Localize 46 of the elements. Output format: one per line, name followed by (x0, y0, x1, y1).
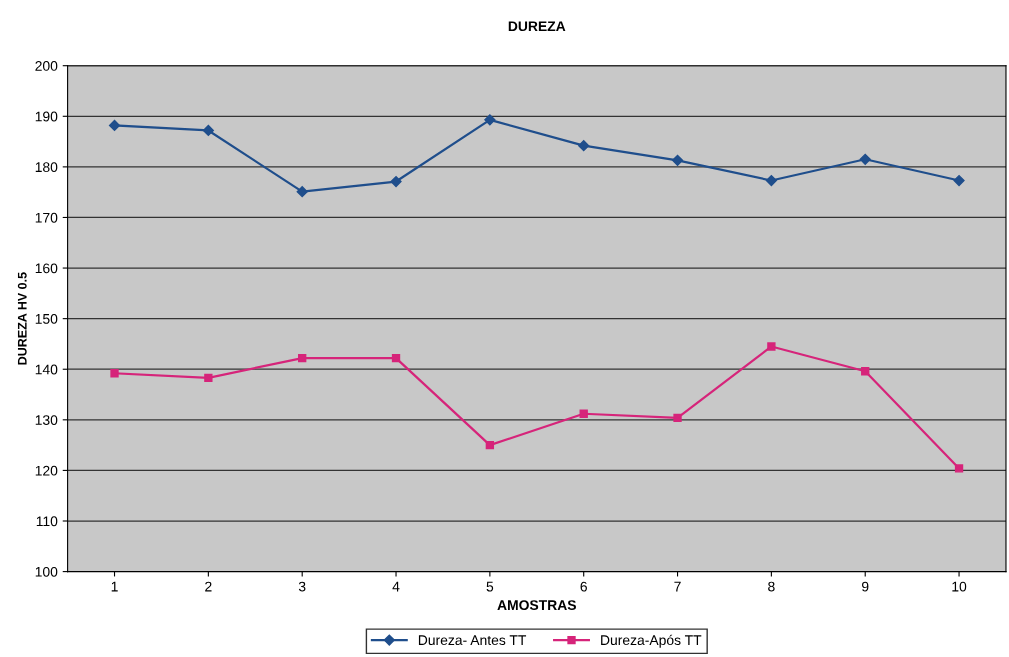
x-tick-label: 6 (580, 581, 587, 592)
x-tick-label: 3 (298, 581, 306, 592)
point (579, 409, 588, 418)
y-tick-label: 150 (35, 313, 58, 324)
point (391, 353, 401, 363)
y-tick-label: 130 (35, 415, 58, 425)
x-tick-label: 1 (111, 581, 118, 592)
point (954, 464, 964, 473)
point (108, 119, 121, 132)
y-tick-label: 160 (35, 263, 58, 274)
y-axis-title: DUREZA HV 0.5 (17, 272, 27, 365)
chart-title: DUREZA (508, 21, 566, 32)
point (765, 174, 777, 187)
point (861, 367, 870, 376)
legend-label: Dureza-Após TT (601, 634, 702, 648)
y-tick-label: 190 (35, 111, 58, 122)
x-tick-label: 5 (486, 581, 494, 592)
point (484, 114, 496, 126)
y-tick-label: 100 (35, 566, 58, 577)
point (578, 140, 590, 152)
point (671, 154, 684, 166)
point (296, 186, 308, 198)
y-tick-label: 140 (35, 364, 58, 375)
point (485, 440, 495, 450)
x-tick-label: 4 (392, 581, 400, 592)
point (202, 124, 214, 137)
x-tick-label: 9 (862, 581, 869, 592)
x-tick-label: 2 (205, 581, 212, 592)
point (204, 373, 213, 383)
point (859, 153, 871, 165)
x-tick-label: 7 (674, 581, 681, 592)
point (110, 369, 119, 378)
y-tick-label: 120 (35, 465, 58, 476)
y-tick-label: 110 (36, 516, 58, 527)
y-tick-label: 200 (35, 61, 58, 71)
x-axis-title: AMOSTRAS (497, 600, 576, 611)
point (673, 413, 682, 422)
y-tick-label: 180 (35, 162, 58, 173)
legend-label: Dureza- Antes TT (418, 635, 527, 646)
x-tick-label: 10 (952, 581, 967, 592)
x-tick-label: 8 (768, 581, 775, 592)
point (390, 175, 402, 188)
point (953, 174, 965, 187)
point (767, 342, 776, 351)
y-tick-label: 170 (35, 212, 58, 223)
point (298, 353, 307, 363)
